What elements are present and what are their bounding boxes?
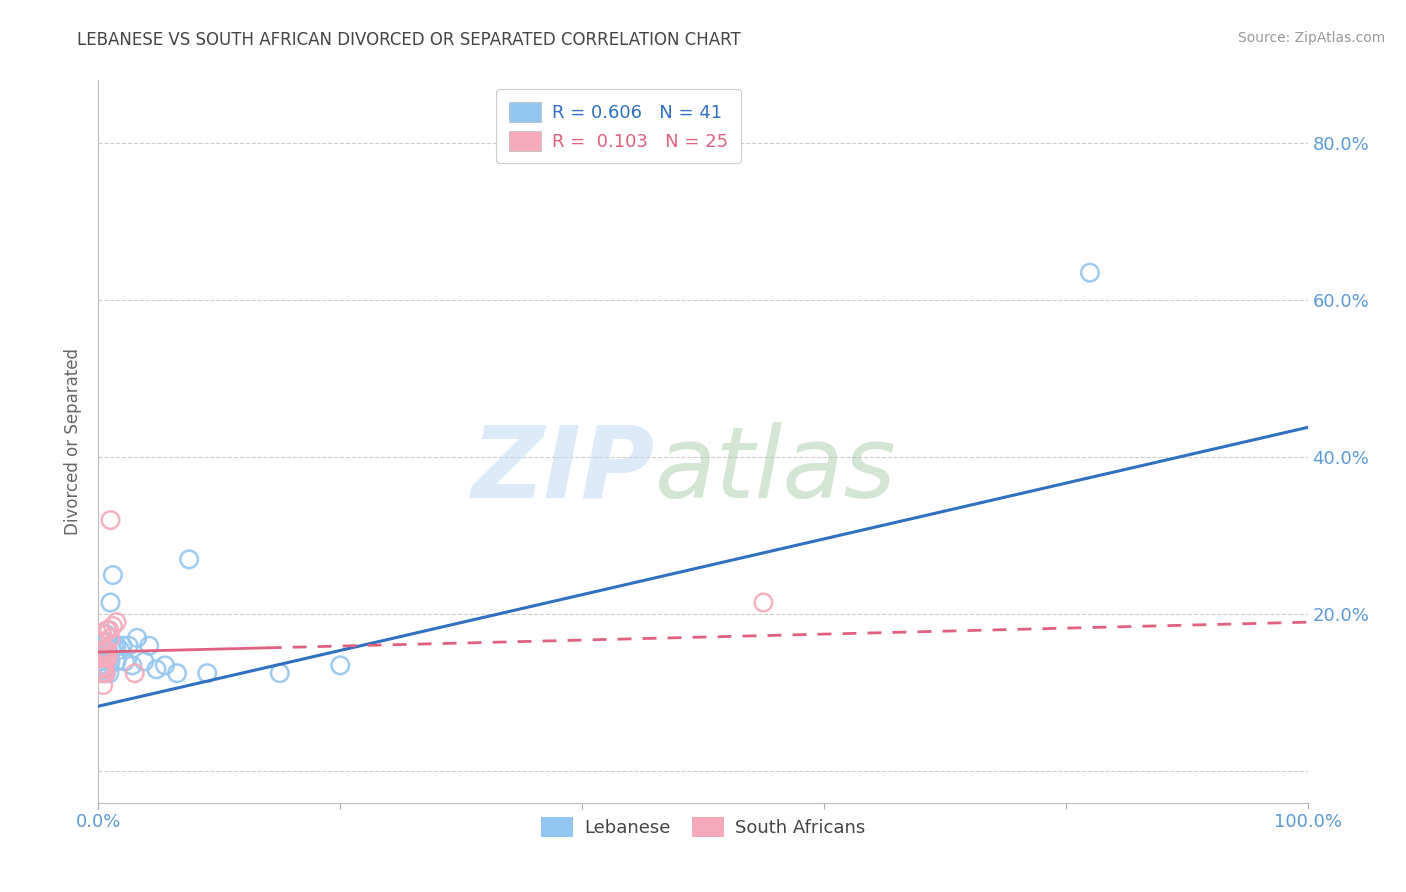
Point: [90, 635, 112, 649]
Legend: Lebanese, South Africans: Lebanese, South Africans: [530, 806, 876, 848]
Point: [105, 615, 128, 630]
Point: [127, 631, 149, 645]
Point: [96, 623, 118, 637]
Point: [97, 650, 120, 665]
Point: [91, 650, 114, 665]
Point: [91, 627, 114, 641]
Point: [96, 642, 118, 657]
Point: [91, 642, 114, 657]
Point: [269, 666, 291, 681]
Point: [93, 647, 115, 661]
Point: [89, 658, 111, 673]
Point: [1078, 266, 1101, 280]
Point: [101, 568, 124, 582]
Point: [111, 639, 134, 653]
Point: [114, 655, 136, 669]
Y-axis label: Divorced or Separated: Divorced or Separated: [65, 348, 83, 535]
Point: [94, 666, 117, 681]
Point: [91, 666, 114, 681]
Point: [108, 642, 131, 657]
Point: [97, 650, 120, 665]
Point: [105, 639, 128, 653]
Point: [93, 658, 115, 673]
Point: [97, 642, 120, 657]
Text: atlas: atlas: [655, 422, 896, 519]
Point: [94, 666, 117, 681]
Point: [166, 666, 188, 681]
Point: [93, 642, 115, 657]
Point: [94, 627, 117, 641]
Point: [89, 650, 111, 665]
Text: ZIP: ZIP: [471, 422, 655, 519]
Point: [124, 666, 146, 681]
Point: [134, 655, 156, 669]
Point: [145, 662, 167, 676]
Point: [96, 642, 118, 657]
Point: [91, 650, 114, 665]
Point: [752, 595, 775, 609]
Point: [91, 666, 114, 681]
Point: [89, 642, 111, 657]
Point: [91, 635, 114, 649]
Point: [90, 662, 112, 676]
Point: [103, 639, 125, 653]
Point: [91, 662, 114, 676]
Text: Source: ZipAtlas.com: Source: ZipAtlas.com: [1237, 31, 1385, 45]
Point: [105, 655, 128, 669]
Point: [91, 678, 114, 692]
Point: [100, 642, 122, 657]
Point: [94, 650, 117, 665]
Point: [98, 650, 121, 665]
Point: [91, 650, 114, 665]
Point: [118, 639, 141, 653]
Point: [100, 595, 122, 609]
Point: [100, 513, 122, 527]
Point: [153, 658, 176, 673]
Point: [195, 666, 218, 681]
Text: LEBANESE VS SOUTH AFRICAN DIVORCED OR SEPARATED CORRELATION CHART: LEBANESE VS SOUTH AFRICAN DIVORCED OR SE…: [77, 31, 741, 49]
Point: [98, 623, 121, 637]
Point: [100, 655, 122, 669]
Point: [90, 639, 112, 653]
Point: [329, 658, 352, 673]
Point: [89, 662, 111, 676]
Point: [90, 647, 112, 661]
Point: [100, 631, 122, 645]
Point: [121, 658, 143, 673]
Point: [93, 662, 115, 676]
Point: [96, 635, 118, 649]
Point: [98, 666, 121, 681]
Point: [101, 619, 124, 633]
Point: [90, 655, 112, 669]
Point: [179, 552, 201, 566]
Point: [138, 639, 160, 653]
